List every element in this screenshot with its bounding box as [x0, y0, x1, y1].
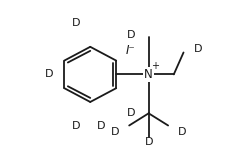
- Text: D: D: [44, 69, 53, 79]
- Text: D: D: [127, 108, 135, 118]
- Text: D: D: [127, 30, 135, 40]
- Text: D: D: [194, 44, 203, 54]
- Text: D: D: [72, 121, 81, 131]
- Text: D: D: [144, 137, 153, 147]
- Text: D: D: [178, 127, 186, 137]
- Text: D: D: [97, 121, 105, 131]
- Text: D: D: [72, 18, 81, 28]
- Text: +: +: [151, 61, 159, 71]
- Text: I⁻: I⁻: [126, 44, 136, 57]
- Text: N: N: [144, 68, 153, 81]
- Text: D: D: [111, 127, 120, 137]
